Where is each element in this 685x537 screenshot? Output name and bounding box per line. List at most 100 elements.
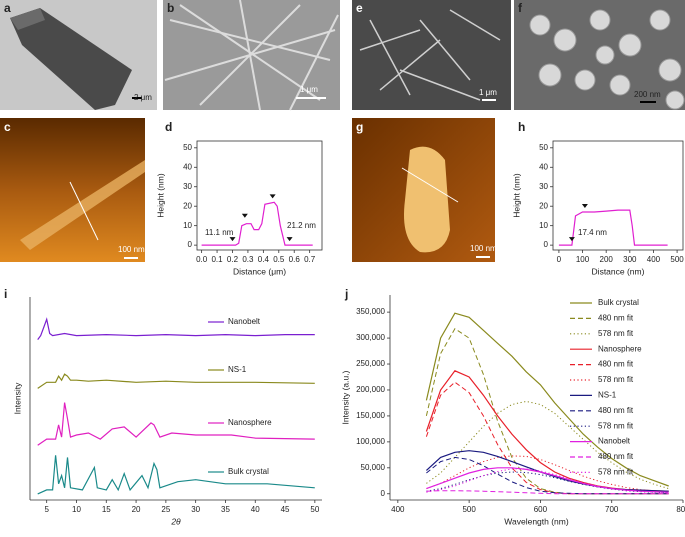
series-line <box>426 468 669 494</box>
x-tick-label: 800 <box>676 505 685 514</box>
image-c: c 100 nm <box>0 118 145 262</box>
x-tick-label: 600 <box>534 505 548 514</box>
panel-label: g <box>356 120 363 134</box>
series-line <box>426 455 669 493</box>
series-line <box>558 209 668 246</box>
image-g: g 100 nm <box>352 118 497 262</box>
legend-label: NS-1 <box>228 365 247 374</box>
legend-label: 578 nm fit <box>598 468 634 477</box>
legend-label: Nanosphere <box>228 418 272 427</box>
legend-label: 578 nm fit <box>598 329 634 338</box>
legend-label: Nanobelt <box>228 317 261 326</box>
scale-bar-label: 2 μm <box>134 93 152 102</box>
x-tick-label: 0.7 <box>304 255 316 264</box>
x-tick-label: 500 <box>670 255 684 264</box>
y-tick-label: 0 <box>381 489 386 498</box>
x-tick-label: 50 <box>310 505 319 514</box>
legend-label: Bulk crystal <box>598 298 639 307</box>
y-tick-label: 10 <box>539 221 548 230</box>
y-tick-label: 0 <box>544 240 549 249</box>
x-tick-label: 10 <box>72 505 81 514</box>
annotation: 21.2 nm <box>287 221 316 230</box>
panel-label: a <box>4 1 11 15</box>
legend-label: 578 nm fit <box>598 375 634 384</box>
image-b: b 1 μm <box>163 0 340 111</box>
x-tick-label: 400 <box>647 255 661 264</box>
x-tick-label: 0.0 <box>196 255 208 264</box>
series-line <box>426 471 669 494</box>
scale-bar-label: 100 nm <box>470 244 497 253</box>
y-tick-label: 100,000 <box>356 437 385 446</box>
panel-label: d <box>165 120 172 134</box>
x-axis-label: 2θ <box>170 516 181 526</box>
panel-label: j <box>344 287 348 301</box>
legend-label: 480 nm fit <box>598 406 634 415</box>
x-tick-label: 0 <box>557 255 562 264</box>
series-line <box>425 381 669 495</box>
x-axis-label: Wavelength (nm) <box>504 516 569 526</box>
legend-label: 480 nm fit <box>598 452 634 461</box>
y-tick-label: 250,000 <box>356 359 385 368</box>
x-tick-label: 0.1 <box>211 255 223 264</box>
series-line <box>425 327 669 495</box>
y-axis-label: Height (nm) <box>155 173 165 218</box>
legend-label: 480 nm fit <box>598 314 634 323</box>
marker <box>286 237 293 242</box>
y-tick-label: 40 <box>539 162 548 171</box>
x-tick-label: 0.3 <box>242 255 254 264</box>
y-tick-label: 20 <box>183 201 192 210</box>
scale-bar-label: 100 nm <box>118 245 145 254</box>
marker <box>241 213 248 218</box>
series-line <box>37 317 315 340</box>
x-tick-label: 300 <box>623 255 637 264</box>
y-tick-label: 350,000 <box>356 307 385 316</box>
plot-frame <box>552 140 684 251</box>
y-axis-label: Intensity (a.u.) <box>340 370 350 424</box>
x-tick-label: 15 <box>102 505 111 514</box>
scale-bar-label: 1 μm <box>300 85 318 94</box>
y-tick-label: 150,000 <box>356 411 385 420</box>
series-line <box>37 373 315 389</box>
x-tick-label: 0.5 <box>273 255 285 264</box>
legend-label: 480 nm fit <box>598 360 634 369</box>
legend-label: Nanosphere <box>598 344 642 353</box>
marker <box>568 237 575 242</box>
marker <box>581 204 588 209</box>
marker <box>269 194 276 199</box>
panel-label: h <box>518 120 525 134</box>
legend-label: 578 nm fit <box>598 421 634 430</box>
y-axis-label: Intensity <box>12 382 22 414</box>
y-tick-label: 30 <box>539 182 548 191</box>
series-line <box>201 201 313 246</box>
panel-label: b <box>167 1 174 15</box>
y-axis-label: Height (nm) <box>511 173 521 218</box>
x-tick-label: 0.4 <box>258 255 270 264</box>
x-tick-label: 25 <box>161 505 170 514</box>
y-tick-label: 40 <box>183 162 192 171</box>
panel-label: c <box>4 120 11 134</box>
y-tick-label: 10 <box>183 221 192 230</box>
panel-label: f <box>518 1 523 15</box>
y-tick-label: 200,000 <box>356 385 385 394</box>
x-tick-label: 40 <box>251 505 260 514</box>
y-tick-label: 50,000 <box>361 463 386 472</box>
x-tick-label: 700 <box>605 505 619 514</box>
x-axis-label: Distance (μm) <box>233 266 286 276</box>
image-a: a 2 μm <box>0 0 157 110</box>
legend-label: Bulk crystal <box>228 467 269 476</box>
x-tick-label: 45 <box>281 505 290 514</box>
x-tick-label: 5 <box>44 505 49 514</box>
x-tick-label: 500 <box>462 505 476 514</box>
x-tick-label: 200 <box>600 255 614 264</box>
x-tick-label: 35 <box>221 505 230 514</box>
y-tick-label: 50 <box>539 143 548 152</box>
y-tick-label: 30 <box>183 182 192 191</box>
x-tick-label: 30 <box>191 505 200 514</box>
annotation: 11.1 nm <box>205 228 234 237</box>
panel-label: i <box>4 287 7 301</box>
series-line <box>37 402 315 446</box>
y-tick-label: 20 <box>539 201 548 210</box>
panel-label: e <box>356 1 363 15</box>
